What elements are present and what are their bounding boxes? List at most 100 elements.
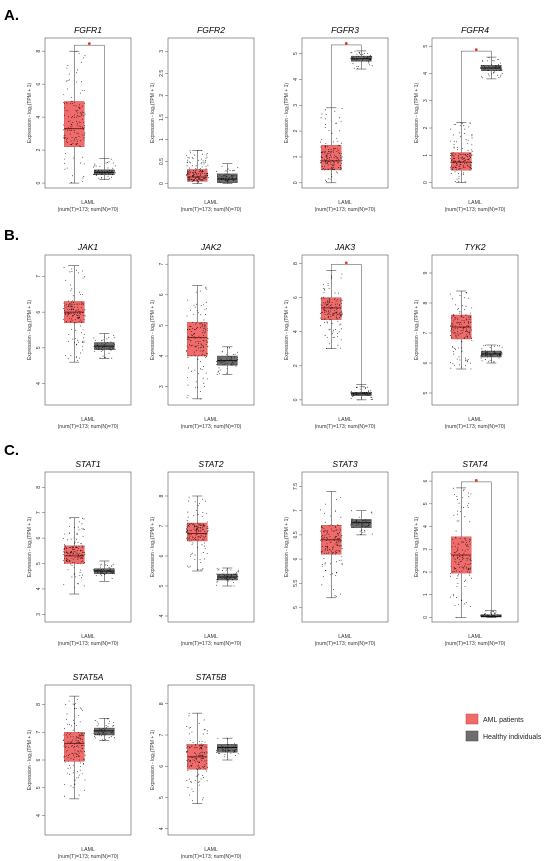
jitter-point-aml [459,359,461,361]
jitter-point-aml [329,299,330,301]
jitter-point-healthy [110,736,112,738]
jitter-point-healthy [218,568,220,570]
jitter-point-aml [196,322,198,324]
jitter-point-aml [70,563,72,565]
jitter-point-aml [195,173,197,175]
jitter-point-aml [78,556,80,558]
jitter-point-healthy [217,749,219,751]
jitter-point-healthy [218,370,220,372]
jitter-point-aml [193,333,195,335]
jitter-point-aml [465,563,466,565]
jitter-point-aml [197,340,199,342]
jitter-point-aml [334,551,336,553]
jitter-point-aml [198,159,200,161]
jitter-point-healthy [227,575,229,577]
jitter-point-aml [461,570,463,572]
jitter-point-aml [470,557,471,559]
jitter-point-healthy [482,615,484,616]
jitter-point-healthy [107,718,109,720]
jitter-point-healthy [484,68,486,70]
jitter-point-healthy [495,68,497,69]
jitter-point-aml [340,300,342,302]
jitter-point-aml [186,726,188,727]
jitter-point-aml [461,347,463,349]
jitter-point-healthy [216,751,218,753]
jitter-point-aml [204,314,206,315]
jitter-point-aml [457,604,459,606]
jitter-point-healthy [95,569,97,571]
jitter-point-aml [76,269,78,271]
y-tick-label: 3 [159,385,165,388]
jitter-point-aml [452,362,454,364]
y-tick-label: 4 [293,330,299,333]
jitter-point-aml [341,313,343,315]
jitter-point-aml [465,540,467,542]
jitter-point-healthy [494,616,496,618]
jitter-point-healthy [216,173,218,175]
jitter-point-aml [77,339,79,341]
jitter-point-aml [327,164,329,166]
jitter-point-healthy [493,352,495,354]
jitter-point-aml [326,163,328,165]
jitter-point-aml [457,319,459,321]
jitter-point-healthy [491,64,492,66]
jitter-point-healthy [113,568,115,570]
jitter-point-aml [324,169,326,171]
jitter-point-aml [71,182,73,183]
jitter-point-aml [331,573,333,575]
jitter-point-aml [71,268,73,270]
jitter-point-aml [193,173,194,175]
jitter-point-aml [187,529,189,531]
jitter-point-aml [204,741,206,743]
jitter-point-aml [82,111,84,113]
jitter-point-aml [206,532,208,534]
jitter-point-aml [334,543,336,545]
jitter-point-aml [338,166,339,168]
jitter-point-aml [453,315,455,317]
jitter-point-healthy [223,363,225,365]
jitter-point-healthy [98,177,100,179]
jitter-point-aml [206,733,208,735]
jitter-point-aml [333,163,335,165]
jitter-point-healthy [362,386,364,388]
jitter-point-healthy [351,522,353,524]
jitter-point-aml [459,333,461,335]
jitter-point-healthy [361,525,362,527]
jitter-point-aml [77,554,79,556]
jitter-point-healthy [101,172,103,174]
jitter-point-healthy [366,392,367,394]
jitter-point-aml [467,156,469,157]
jitter-point-healthy [359,52,361,54]
jitter-point-aml [458,502,460,504]
jitter-point-aml [82,156,84,158]
jitter-point-healthy [351,51,353,53]
jitter-point-aml [82,574,83,576]
jitter-point-healthy [481,360,483,362]
jitter-point-aml [321,525,323,527]
jitter-point-aml [466,155,467,157]
jitter-point-aml [63,784,65,786]
jitter-point-healthy [108,567,110,569]
jitter-point-aml [335,328,336,330]
jitter-point-aml [468,541,470,543]
jitter-point-healthy [482,59,484,61]
jitter-point-aml [199,169,201,170]
jitter-point-healthy [223,177,224,179]
jitter-point-aml [202,523,204,525]
jitter-point-aml [321,564,323,565]
jitter-point-aml [77,771,78,773]
panel-title-jak2: JAK2 [200,242,222,252]
jitter-point-aml [191,539,193,541]
jitter-point-aml [325,154,327,156]
jitter-point-aml [463,553,465,554]
jitter-point-aml [459,295,461,296]
jitter-point-aml [84,276,86,278]
jitter-point-aml [79,721,81,723]
jitter-point-aml [187,532,189,534]
jitter-point-aml [460,330,462,332]
jitter-point-healthy [237,356,238,358]
jitter-point-aml [341,300,343,302]
jitter-point-aml [191,165,193,167]
jitter-point-aml [455,536,457,538]
